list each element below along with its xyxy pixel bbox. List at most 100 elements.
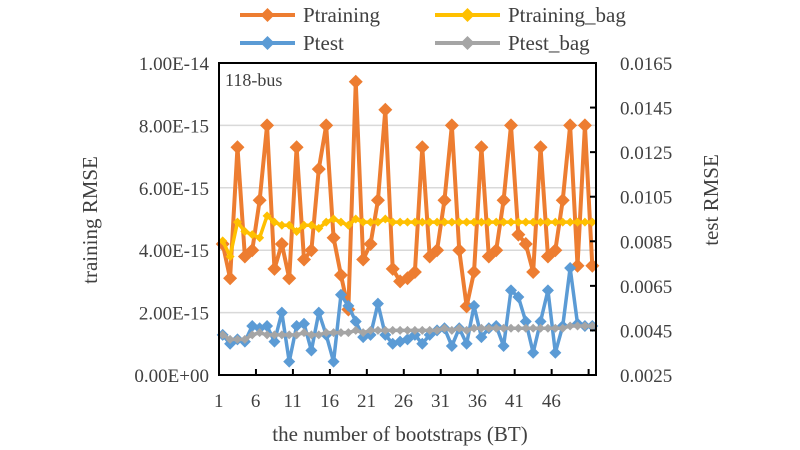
data-point-ptraining <box>260 118 275 133</box>
data-point-ptraining <box>319 118 334 133</box>
data-point-ptest <box>468 299 481 312</box>
data-point-ptraining <box>585 258 600 273</box>
data-point-ptraining_bag <box>513 217 523 227</box>
data-point-ptraining_bag <box>476 217 486 227</box>
data-point-ptraining <box>430 243 445 258</box>
data-point-ptraining_bag <box>351 214 361 224</box>
data-point-ptest <box>527 346 540 359</box>
data-point-ptest_bag <box>358 328 368 338</box>
data-point-ptraining_bag <box>528 217 538 227</box>
data-point-ptest <box>305 344 318 357</box>
data-point-ptraining_bag <box>543 217 553 227</box>
data-point-ptraining <box>489 243 504 258</box>
legend-label: Ptraining_bag <box>508 3 626 27</box>
data-point-ptest_bag <box>403 325 412 335</box>
data-point-ptraining_bag <box>380 214 390 224</box>
y2-axis-title: test RMSE <box>699 154 723 246</box>
data-point-ptraining <box>511 227 526 242</box>
data-point-ptraining <box>282 271 297 286</box>
data-point-ptest_bag <box>513 323 523 333</box>
data-point-ptest_bag <box>454 323 464 333</box>
x-tick-label: 6 <box>251 391 261 412</box>
data-point-ptest_bag <box>462 325 472 335</box>
data-point-ptraining_bag <box>587 217 597 227</box>
data-point-ptest_bag <box>573 321 583 331</box>
data-point-ptraining <box>496 193 511 208</box>
data-point-ptest <box>334 288 347 301</box>
data-point-ptraining_bag <box>366 217 376 227</box>
data-point-ptraining_bag <box>358 217 368 227</box>
y-tick-label: 4.00E-15 <box>139 241 209 262</box>
data-point-ptraining_bag <box>499 217 509 227</box>
y-tick-label: 2.00E-15 <box>139 304 209 325</box>
data-point-ptraining_bag <box>439 217 449 227</box>
y-tick-label: 0.00E+00 <box>134 366 209 387</box>
data-point-ptraining <box>230 140 245 155</box>
x-tick-label: 21 <box>357 391 376 412</box>
data-point-ptest_bag <box>558 323 568 333</box>
data-point-ptraining <box>370 193 385 208</box>
data-point-ptest_bag <box>484 323 494 333</box>
data-point-ptest_bag <box>269 330 279 340</box>
data-point-ptraining <box>467 265 482 280</box>
data-point-ptraining_bag <box>336 217 346 227</box>
data-point-ptraining_bag <box>240 226 250 236</box>
data-point-ptraining <box>415 140 430 155</box>
data-point-ptest_bag <box>432 325 442 335</box>
data-point-ptraining_bag <box>306 220 316 230</box>
data-point-ptest_bag <box>565 321 575 331</box>
data-point-ptraining <box>474 140 489 155</box>
data-point-ptraining_bag <box>573 217 583 227</box>
data-point-ptraining_bag <box>432 217 442 227</box>
data-point-ptest_bag <box>366 325 376 335</box>
data-point-ptest <box>564 262 577 275</box>
data-point-ptraining <box>452 243 467 258</box>
x-axis-title: the number of bootstraps (BT) <box>272 422 527 446</box>
data-point-ptest_bag <box>439 323 449 333</box>
data-point-ptraining <box>304 243 319 258</box>
y2-tick-label: 0.0165 <box>620 54 672 75</box>
data-point-ptest_bag <box>469 323 479 333</box>
x-tick-label: 36 <box>468 391 487 412</box>
data-point-ptraining_bag <box>403 217 412 227</box>
data-point-ptraining_bag <box>269 217 279 227</box>
data-point-ptraining_bag <box>225 251 235 261</box>
data-point-ptest_bag <box>262 330 272 340</box>
data-point-ptraining <box>503 118 518 133</box>
data-point-ptest_bag <box>499 323 509 333</box>
data-point-ptest <box>519 315 532 328</box>
data-point-ptraining <box>223 271 238 286</box>
y-tick-label: 8.00E-15 <box>139 116 209 137</box>
legend-label: Ptest_bag <box>508 31 590 55</box>
data-point-ptraining <box>555 193 570 208</box>
data-point-ptraining <box>252 193 267 208</box>
data-point-ptest_bag <box>587 321 597 331</box>
data-point-ptest <box>445 340 458 353</box>
data-point-ptraining <box>407 265 422 280</box>
y-tick-label: 1.00E-14 <box>139 54 210 75</box>
data-point-ptraining_bag <box>255 233 265 243</box>
data-point-ptraining <box>311 162 326 177</box>
data-point-ptraining <box>563 118 578 133</box>
legend-marker <box>460 36 475 50</box>
data-point-ptest_bag <box>292 330 302 340</box>
y2-tick-label: 0.0105 <box>620 188 672 209</box>
legend-marker <box>460 8 475 22</box>
data-point-ptraining_bag <box>395 217 405 227</box>
data-point-ptest <box>261 319 274 332</box>
annotation-label: 118-bus <box>225 70 282 90</box>
data-point-ptest_bag <box>306 330 316 340</box>
data-point-ptest <box>371 297 384 310</box>
legend-marker <box>260 8 275 22</box>
data-point-ptest <box>534 315 547 328</box>
data-point-ptraining <box>533 140 548 155</box>
data-point-ptest_bag <box>255 328 265 338</box>
data-point-ptraining_bag <box>314 223 324 233</box>
data-point-ptest_bag <box>447 325 457 335</box>
data-point-ptest <box>312 306 325 319</box>
x-tick-label: 46 <box>542 391 561 412</box>
data-point-ptest_bag <box>580 321 590 331</box>
data-point-ptest_bag <box>543 323 553 333</box>
data-point-ptraining_bag <box>580 217 590 227</box>
